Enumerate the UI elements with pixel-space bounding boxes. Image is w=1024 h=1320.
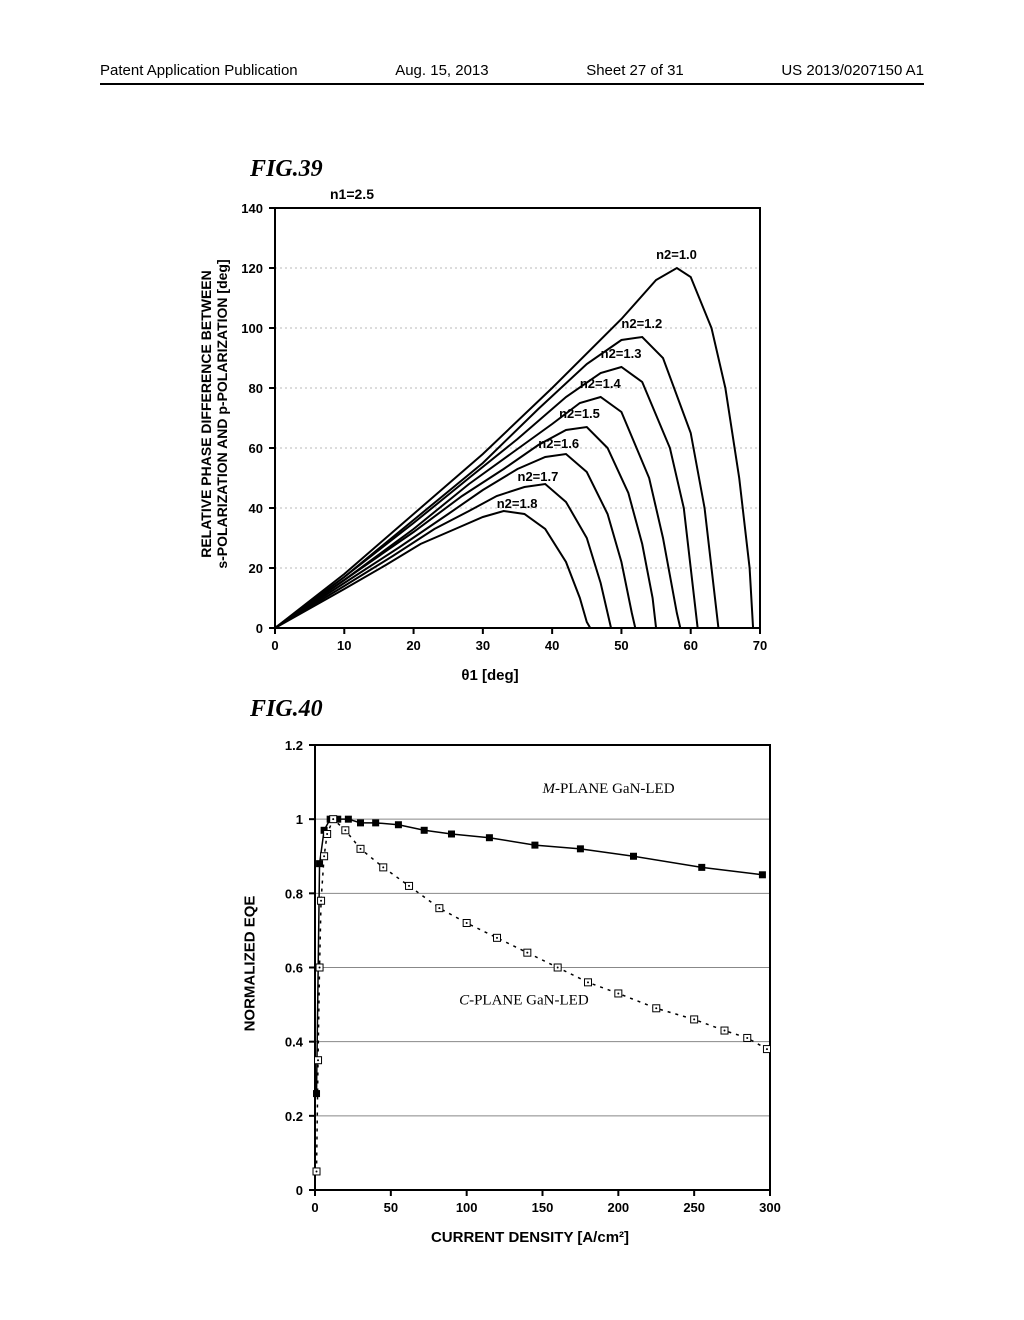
fig39-chart: 010203040506070020406080100120140n2=1.0n… bbox=[200, 188, 780, 678]
svg-text:40: 40 bbox=[545, 638, 559, 653]
svg-text:0.4: 0.4 bbox=[285, 1035, 304, 1050]
svg-text:n2=1.4: n2=1.4 bbox=[580, 376, 622, 391]
page: Patent Application Publication Aug. 15, … bbox=[0, 0, 1024, 1320]
fig39-title: n1=2.5 bbox=[330, 186, 374, 202]
svg-text:250: 250 bbox=[683, 1200, 705, 1215]
svg-text:20: 20 bbox=[406, 638, 420, 653]
svg-text:0.2: 0.2 bbox=[285, 1109, 303, 1124]
fig39-container: n1=2.5 RELATIVE PHASE DIFFERENCE BETWEEN… bbox=[200, 188, 780, 678]
fig39-xlabel: θ1 [deg] bbox=[200, 667, 780, 684]
fig40-chart: 0 50 100 150 200 250 300 0 0.2 0.4 0.6 0.8 1 1.2 M-PLA… bbox=[240, 730, 785, 1240]
fig40-xlabel: CURRENT DENSITY [A/cm²] bbox=[310, 1229, 750, 1246]
fig39-ylabel: RELATIVE PHASE DIFFERENCE BETWEEN s-POLA… bbox=[198, 244, 230, 584]
svg-text:n2=1.2: n2=1.2 bbox=[621, 316, 662, 331]
svg-text:40: 40 bbox=[249, 501, 263, 516]
svg-text:200: 200 bbox=[607, 1200, 629, 1215]
svg-text:60: 60 bbox=[249, 441, 263, 456]
svg-text:0: 0 bbox=[311, 1200, 318, 1215]
svg-text:C-PLANE GaN-LED: C-PLANE GaN-LED bbox=[459, 993, 589, 1009]
svg-text:M-PLANE GaN-LED: M-PLANE GaN-LED bbox=[542, 781, 675, 797]
svg-text:300: 300 bbox=[759, 1200, 781, 1215]
svg-text:0.8: 0.8 bbox=[285, 886, 303, 901]
svg-text:50: 50 bbox=[384, 1200, 398, 1215]
svg-text:100: 100 bbox=[456, 1200, 478, 1215]
svg-text:n2=1.8: n2=1.8 bbox=[497, 496, 538, 511]
svg-text:n2=1.6: n2=1.6 bbox=[538, 436, 579, 451]
svg-text:150: 150 bbox=[532, 1200, 554, 1215]
fig39-ylabel-l2: s-POLARIZATION AND p-POLARIZATION [deg] bbox=[214, 259, 230, 568]
svg-text:1.2: 1.2 bbox=[285, 738, 303, 753]
header-pubno: US 2013/0207150 A1 bbox=[781, 62, 924, 79]
header-left: Patent Application Publication bbox=[100, 62, 298, 79]
svg-text:140: 140 bbox=[241, 201, 263, 216]
svg-text:70: 70 bbox=[753, 638, 767, 653]
svg-text:0: 0 bbox=[256, 621, 263, 636]
svg-text:0: 0 bbox=[296, 1183, 303, 1198]
fig39-ylabel-l1: RELATIVE PHASE DIFFERENCE BETWEEN bbox=[198, 270, 214, 558]
svg-text:30: 30 bbox=[476, 638, 490, 653]
svg-text:50: 50 bbox=[614, 638, 628, 653]
svg-text:120: 120 bbox=[241, 261, 263, 276]
svg-text:0.6: 0.6 bbox=[285, 961, 303, 976]
header-sheet: Sheet 27 of 31 bbox=[586, 62, 684, 79]
fig40-label: FIG.40 bbox=[250, 696, 323, 723]
svg-text:60: 60 bbox=[683, 638, 697, 653]
svg-text:n2=1.5: n2=1.5 bbox=[559, 406, 600, 421]
header-date: Aug. 15, 2013 bbox=[395, 62, 488, 79]
page-header: Patent Application Publication Aug. 15, … bbox=[100, 62, 924, 85]
svg-text:0: 0 bbox=[271, 638, 278, 653]
svg-text:n2=1.3: n2=1.3 bbox=[601, 346, 642, 361]
svg-text:1: 1 bbox=[296, 812, 303, 827]
fig39-label: FIG.39 bbox=[250, 156, 323, 183]
svg-text:100: 100 bbox=[241, 321, 263, 336]
svg-text:80: 80 bbox=[249, 381, 263, 396]
fig40-container: NORMALIZED EQE 0 50 100 150 200 250 300 0 0.2 0.4… bbox=[240, 730, 785, 1240]
svg-text:n2=1.0: n2=1.0 bbox=[656, 247, 697, 262]
fig40-ylabel: NORMALIZED EQE bbox=[242, 864, 259, 1064]
svg-text:10: 10 bbox=[337, 638, 351, 653]
svg-text:20: 20 bbox=[249, 561, 263, 576]
svg-text:n2=1.7: n2=1.7 bbox=[518, 469, 559, 484]
